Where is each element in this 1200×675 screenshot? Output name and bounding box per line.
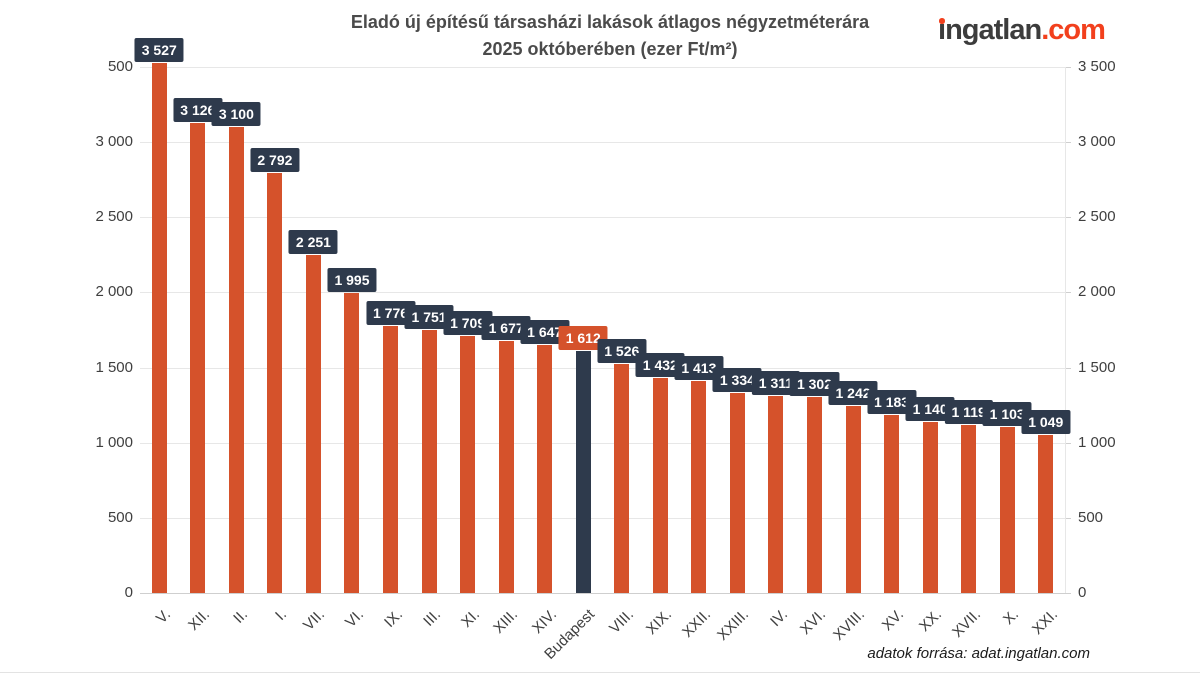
y-axis-label-right: 0 bbox=[1078, 584, 1087, 601]
y-axis-label-right: 1 500 bbox=[1078, 358, 1116, 376]
bar-budapest bbox=[575, 350, 591, 593]
bar-value-label: 2 792 bbox=[250, 148, 300, 173]
y-axis-label-right: 1 000 bbox=[1078, 433, 1116, 451]
y-axis-tick bbox=[1065, 442, 1071, 444]
bar-value-label: 1 049 bbox=[1021, 410, 1071, 435]
bar-ii bbox=[228, 127, 244, 593]
bar-xxi bbox=[1038, 435, 1054, 593]
y-axis-label-left: 0 bbox=[124, 584, 133, 601]
logo-i-glyph: ı bbox=[938, 14, 946, 46]
y-axis-label-right: 3 500 bbox=[1078, 58, 1116, 75]
gridline bbox=[140, 67, 1065, 68]
chart-title-line1: Eladó új építésű társasházi lakások átla… bbox=[350, 12, 870, 32]
y-axis-label-left: 1 000 bbox=[95, 433, 133, 451]
gridline bbox=[140, 292, 1065, 294]
logo-letter-i: ı bbox=[938, 14, 946, 47]
bar-xi bbox=[460, 336, 476, 593]
y-axis-label-right: 2 000 bbox=[1078, 283, 1116, 301]
y-axis-tick bbox=[1065, 517, 1071, 519]
bar-xxiii bbox=[729, 392, 745, 593]
bar-viii bbox=[614, 363, 630, 593]
bar-xviii bbox=[845, 406, 861, 593]
y-axis-label-right: 500 bbox=[1078, 508, 1104, 526]
chart-title: Eladó új építésű társasházi lakások átla… bbox=[10, 9, 1200, 63]
bar-vi bbox=[344, 293, 360, 593]
y-axis-tick bbox=[1065, 217, 1071, 219]
y-axis-tick bbox=[1065, 367, 1071, 369]
bar-value-label: 3 527 bbox=[134, 37, 184, 62]
logo-i-dot bbox=[939, 18, 945, 24]
y-axis-label-right: 2 500 bbox=[1078, 208, 1116, 226]
bar-xvii bbox=[961, 424, 977, 593]
gridline bbox=[140, 593, 1065, 594]
bar-iv bbox=[768, 395, 784, 593]
bar-value-label: 2 251 bbox=[288, 229, 338, 254]
logo-text: ngatlan bbox=[945, 14, 1042, 46]
bar-value-label: 3 100 bbox=[211, 102, 261, 127]
gridline bbox=[140, 367, 1065, 369]
y-axis-label-left: 500 bbox=[107, 508, 133, 526]
bar-i bbox=[267, 173, 283, 593]
bar-xiv bbox=[537, 345, 553, 593]
y-axis-tick bbox=[1065, 292, 1071, 294]
y-axis-label-left: 500 bbox=[107, 58, 133, 75]
bar-xv bbox=[884, 415, 900, 593]
bar-xix bbox=[652, 377, 668, 593]
bar-x bbox=[999, 427, 1015, 593]
bar-iii bbox=[421, 329, 437, 593]
y-axis-label-left: 1 500 bbox=[95, 358, 133, 376]
y-axis-tick bbox=[1065, 593, 1071, 594]
gridline bbox=[140, 517, 1065, 519]
gridline bbox=[140, 442, 1065, 444]
gridline bbox=[140, 217, 1065, 219]
bar-xiii bbox=[498, 340, 514, 593]
chart-title-line2: 2025 októberében (ezer Ft/m²) bbox=[482, 39, 738, 59]
bar-ix bbox=[383, 326, 399, 593]
bar-vii bbox=[305, 254, 321, 593]
bar-xii bbox=[190, 123, 206, 593]
y-axis-tick bbox=[1065, 67, 1071, 68]
gridline bbox=[140, 142, 1065, 144]
y-axis-label-left: 3 000 bbox=[95, 133, 133, 151]
bar-value-label: 1 413 bbox=[674, 355, 724, 380]
bar-value-label: 1 995 bbox=[327, 268, 377, 293]
source-note: adatok forrása: adat.ingatlan.com bbox=[867, 645, 1090, 662]
y-axis-label-left: 2 000 bbox=[95, 283, 133, 301]
bottom-divider bbox=[0, 672, 1200, 673]
bar-xxii bbox=[691, 380, 707, 593]
bar-v bbox=[151, 62, 167, 593]
logo-tld: .com bbox=[1041, 14, 1106, 46]
y-axis-line bbox=[1065, 67, 1066, 593]
y-axis-label-left: 2 500 bbox=[95, 208, 133, 226]
y-axis-tick bbox=[1065, 142, 1071, 144]
bar-xx bbox=[922, 421, 938, 593]
ingatlan-logo[interactable]: ı ngatlan.com bbox=[938, 14, 1106, 47]
bar-xvi bbox=[806, 397, 822, 593]
y-axis-label-right: 3 000 bbox=[1078, 133, 1116, 151]
